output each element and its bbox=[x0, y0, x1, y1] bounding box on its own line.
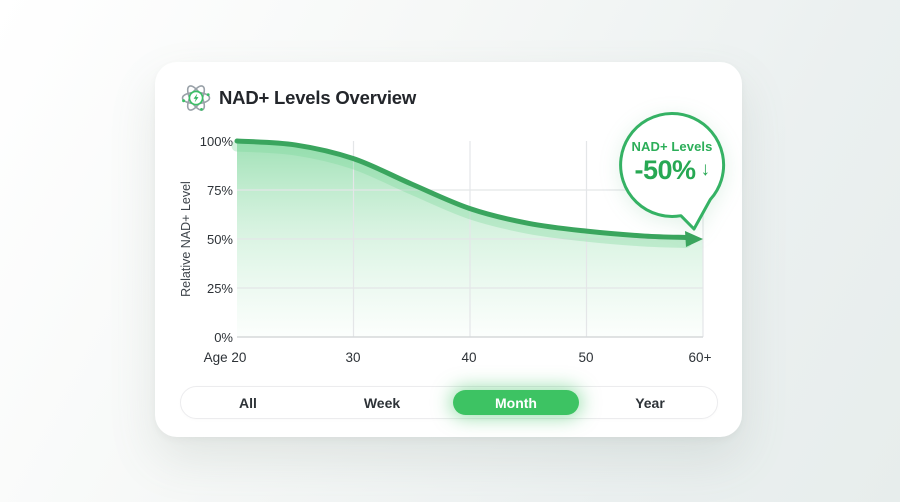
x-tick-30: 30 bbox=[345, 350, 361, 365]
y-tick-50: 50% bbox=[206, 232, 233, 247]
atom-energy-icon bbox=[181, 85, 211, 111]
chart-plot-svg bbox=[231, 138, 704, 338]
x-tick-50: 50 bbox=[578, 350, 594, 365]
nad-overview-card: NAD+ Levels Overview Relative NAD+ Level… bbox=[155, 62, 742, 437]
callout-bubble-shape bbox=[619, 111, 726, 231]
x-tick-age20: Age 20 bbox=[203, 350, 247, 365]
x-tick-60plus: 60+ bbox=[688, 350, 712, 365]
y-tick-25: 25% bbox=[206, 281, 233, 296]
time-filter-control: All Week Month Year bbox=[180, 386, 718, 419]
tab-year[interactable]: Year bbox=[635, 394, 665, 411]
y-tick-75: 75% bbox=[206, 183, 233, 198]
callout-bubble-outline bbox=[619, 111, 726, 231]
tab-month[interactable]: Month bbox=[453, 390, 579, 415]
x-tick-40: 40 bbox=[461, 350, 477, 365]
y-tick-100: 100% bbox=[199, 134, 233, 149]
tab-all[interactable]: All bbox=[239, 394, 257, 411]
y-tick-0: 0% bbox=[214, 330, 233, 345]
tab-week[interactable]: Week bbox=[363, 394, 401, 411]
page-title: NAD+ Levels Overview bbox=[219, 87, 417, 108]
